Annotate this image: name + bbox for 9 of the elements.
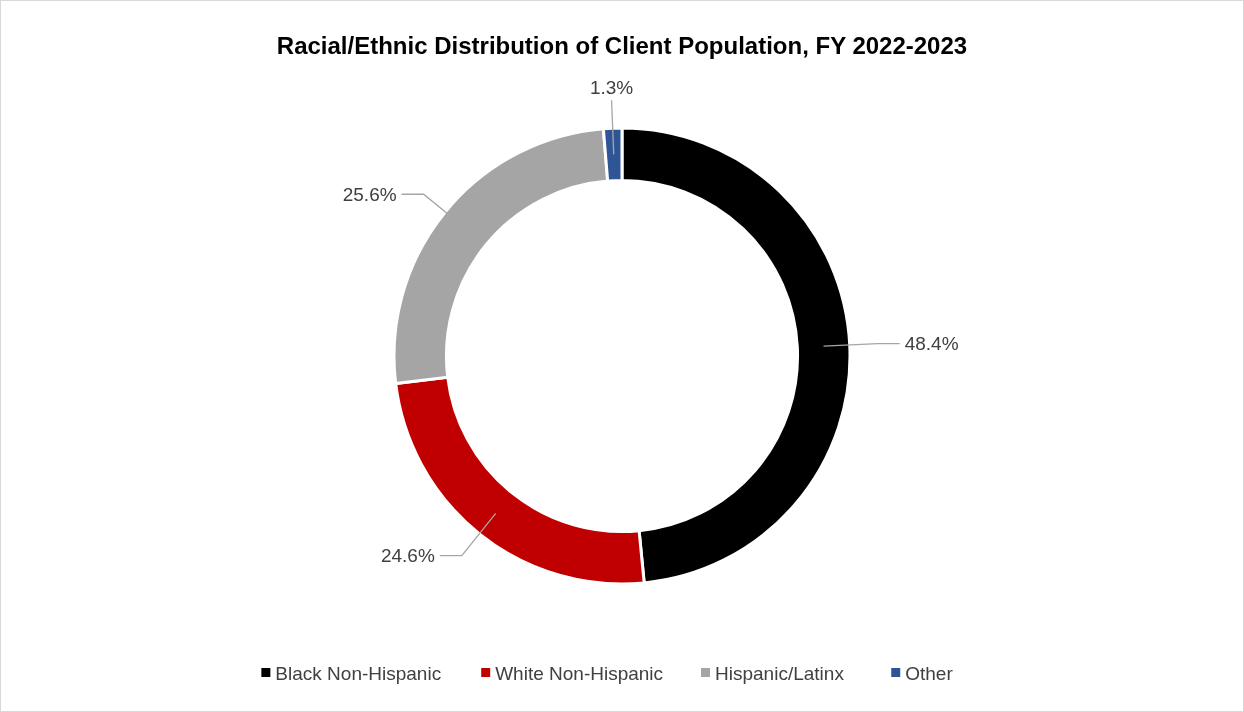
legend-label: Other — [905, 662, 954, 684]
legend-label: Hispanic/Latinx — [715, 662, 845, 684]
legend-label: White Non-Hispanic — [495, 662, 664, 684]
data-label: 25.6% — [342, 183, 397, 205]
chart-title: Racial/Ethnic Distribution of Client Population, FY 2022-2023 — [276, 32, 968, 60]
data-label: 1.3% — [589, 77, 634, 99]
data-label: 24.6% — [380, 545, 435, 567]
legend-label: Black Non-Hispanic — [275, 662, 442, 684]
data-label: 48.4% — [904, 333, 959, 355]
